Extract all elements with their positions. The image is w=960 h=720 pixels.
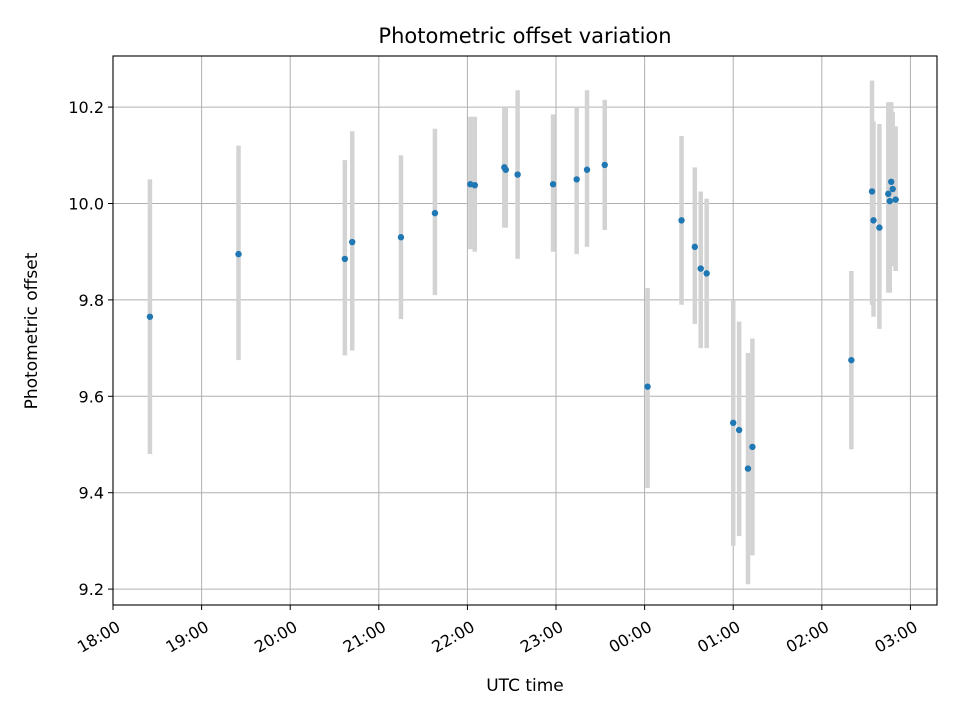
data-point — [892, 196, 899, 203]
chart-title: Photometric offset variation — [378, 24, 671, 48]
data-point — [868, 188, 876, 195]
data-point — [678, 217, 685, 224]
data-point — [397, 234, 405, 241]
x-axis-label: UTC time — [486, 676, 564, 696]
data-point — [573, 176, 580, 183]
data-point — [889, 185, 896, 193]
data-point — [341, 255, 349, 263]
data-point — [471, 181, 478, 189]
y-tick-label: 9.4 — [79, 484, 104, 503]
y-axis-ticks: 9.2 9.4 9.6 9.8 10.0 10.2 — [68, 98, 113, 599]
y-tick-label: 10.2 — [68, 98, 104, 117]
data-point — [583, 166, 591, 173]
data-point — [549, 181, 557, 188]
data-point — [876, 224, 883, 231]
data-point — [691, 243, 699, 251]
data-point — [888, 178, 895, 186]
data-point — [644, 383, 651, 390]
y-tick-label: 9.2 — [79, 580, 104, 599]
data-point — [697, 265, 704, 272]
data-point — [735, 426, 743, 434]
data-point — [514, 171, 521, 178]
grid — [112, 56, 937, 605]
plot-frame — [112, 55, 938, 606]
data-point — [730, 419, 737, 427]
data-point — [749, 443, 756, 451]
y-tick-label: 9.8 — [79, 291, 104, 310]
data-point — [146, 313, 154, 320]
data-point — [431, 209, 439, 217]
data-point — [848, 356, 855, 364]
data-point — [703, 270, 710, 277]
y-axis-label: Photometric offset — [22, 252, 42, 409]
data-point — [744, 465, 752, 472]
data-point — [885, 190, 892, 198]
y-tick-label: 9.6 — [79, 387, 104, 406]
data-points — [146, 161, 899, 472]
y-tick-label: 10.0 — [68, 194, 104, 213]
data-point — [886, 197, 893, 205]
data-point — [601, 161, 608, 169]
data-point — [870, 217, 877, 224]
data-point — [235, 250, 242, 258]
data-point — [349, 238, 356, 246]
data-point — [502, 166, 510, 173]
